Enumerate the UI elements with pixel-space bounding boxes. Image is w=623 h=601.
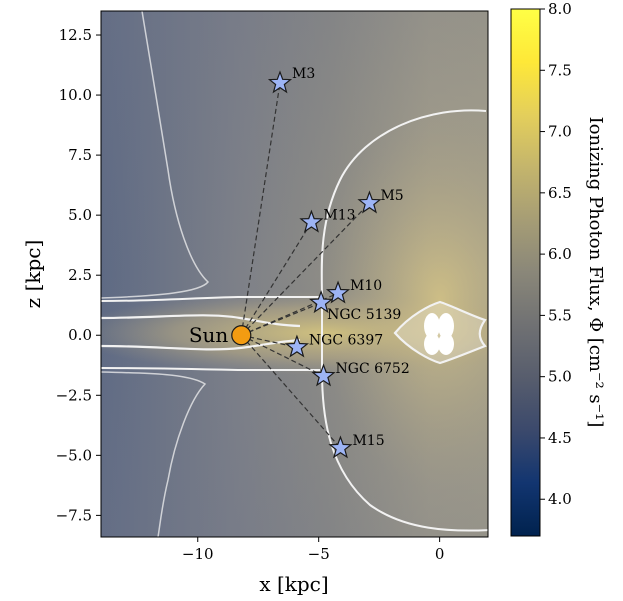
- sightline: [240, 334, 341, 449]
- cluster-label: M5: [380, 188, 403, 204]
- contour-disk-upper: [101, 314, 301, 328]
- contour-inner-lower: [101, 367, 320, 371]
- colorbar-tick-label: 6.5: [548, 184, 572, 202]
- sun-marker: [231, 325, 252, 346]
- colorbar-tick-label: 4.5: [548, 429, 572, 447]
- cluster-label: M15: [352, 433, 384, 449]
- x-tick-label: −5: [308, 545, 330, 563]
- colorbar-tick-label: 5.0: [548, 368, 572, 386]
- cluster-label: M10: [350, 278, 382, 294]
- cluster-star: [311, 363, 336, 387]
- y-tick-label: 5.0: [68, 206, 92, 224]
- cluster-label: NGC 6752: [336, 361, 410, 377]
- contour-left-lower: [101, 371, 207, 537]
- y-axis: −7.5 −5.0 −2.5 0.0 2.5 5.0 7.5 10.0 12.5: [56, 26, 101, 524]
- sightline: [241, 302, 322, 336]
- cluster-star: [308, 290, 334, 314]
- colorbar-tick-label: 6.0: [548, 245, 572, 263]
- cluster-star: [357, 190, 382, 214]
- plot-area: M3 M5 M13 M10 NGC 5139 NGC 6397 NGC 6752 M15 Sun: [101, 11, 488, 537]
- sightline: [240, 202, 370, 336]
- colorbar-ticks: 4.0 4.5 5.0 5.5 6.0 6.5 7.0 7.5 8.0: [540, 0, 572, 508]
- colorbar: [510, 8, 541, 537]
- y-tick-label: −5.0: [56, 446, 92, 464]
- cluster-label: M13: [323, 207, 355, 223]
- y-tick-label: 7.5: [68, 146, 92, 164]
- x-axis-label: x [kpc]: [259, 572, 328, 596]
- bulge-core: [424, 313, 454, 355]
- colorbar-tick-label: 4.0: [548, 490, 572, 508]
- y-tick-label: 0.0: [68, 326, 92, 344]
- cluster-markers: M3 M5 M13 M10 NGC 5139 NGC 6397 NGC 6752 M15 Sun: [189, 66, 410, 459]
- cluster-star: [284, 334, 310, 358]
- y-tick-label: 10.0: [59, 86, 92, 104]
- cluster-star: [325, 280, 351, 304]
- cluster-label: NGC 5139: [327, 307, 401, 323]
- colorbar-label: Ionizing Photon Flux, Φ [cm⁻² s⁻¹]: [585, 117, 606, 428]
- contour-inner-upper: [101, 296, 320, 302]
- cluster-star: [328, 435, 353, 459]
- y-axis-label: z [kpc]: [21, 240, 45, 309]
- cluster-star: [299, 209, 324, 233]
- cluster-label: NGC 6397: [309, 332, 383, 348]
- colorbar-tick-label: 7.0: [548, 123, 572, 141]
- sightline: [240, 82, 281, 336]
- x-axis: −10 −5 0: [182, 537, 444, 563]
- colorbar-tick-label: 5.5: [548, 306, 572, 324]
- y-tick-label: −7.5: [56, 506, 92, 524]
- cluster-star: [267, 70, 293, 94]
- y-tick-label: 2.5: [68, 266, 92, 284]
- sightline: [240, 222, 312, 336]
- sun-label: Sun: [189, 323, 229, 347]
- colorbar-tick-label: 8.0: [548, 0, 572, 18]
- x-tick-label: −10: [182, 545, 214, 563]
- y-tick-label: −2.5: [56, 386, 92, 404]
- sightline: [241, 334, 324, 377]
- colorbar-tick-label: 7.5: [548, 61, 572, 79]
- x-tick-label: 0: [435, 545, 445, 563]
- flux-map-bulge-glow: [320, 110, 488, 490]
- contour-left-upper: [101, 11, 210, 299]
- plot-frame: [100, 10, 489, 538]
- y-tick-label: 12.5: [59, 26, 92, 44]
- cluster-label: M3: [292, 66, 315, 82]
